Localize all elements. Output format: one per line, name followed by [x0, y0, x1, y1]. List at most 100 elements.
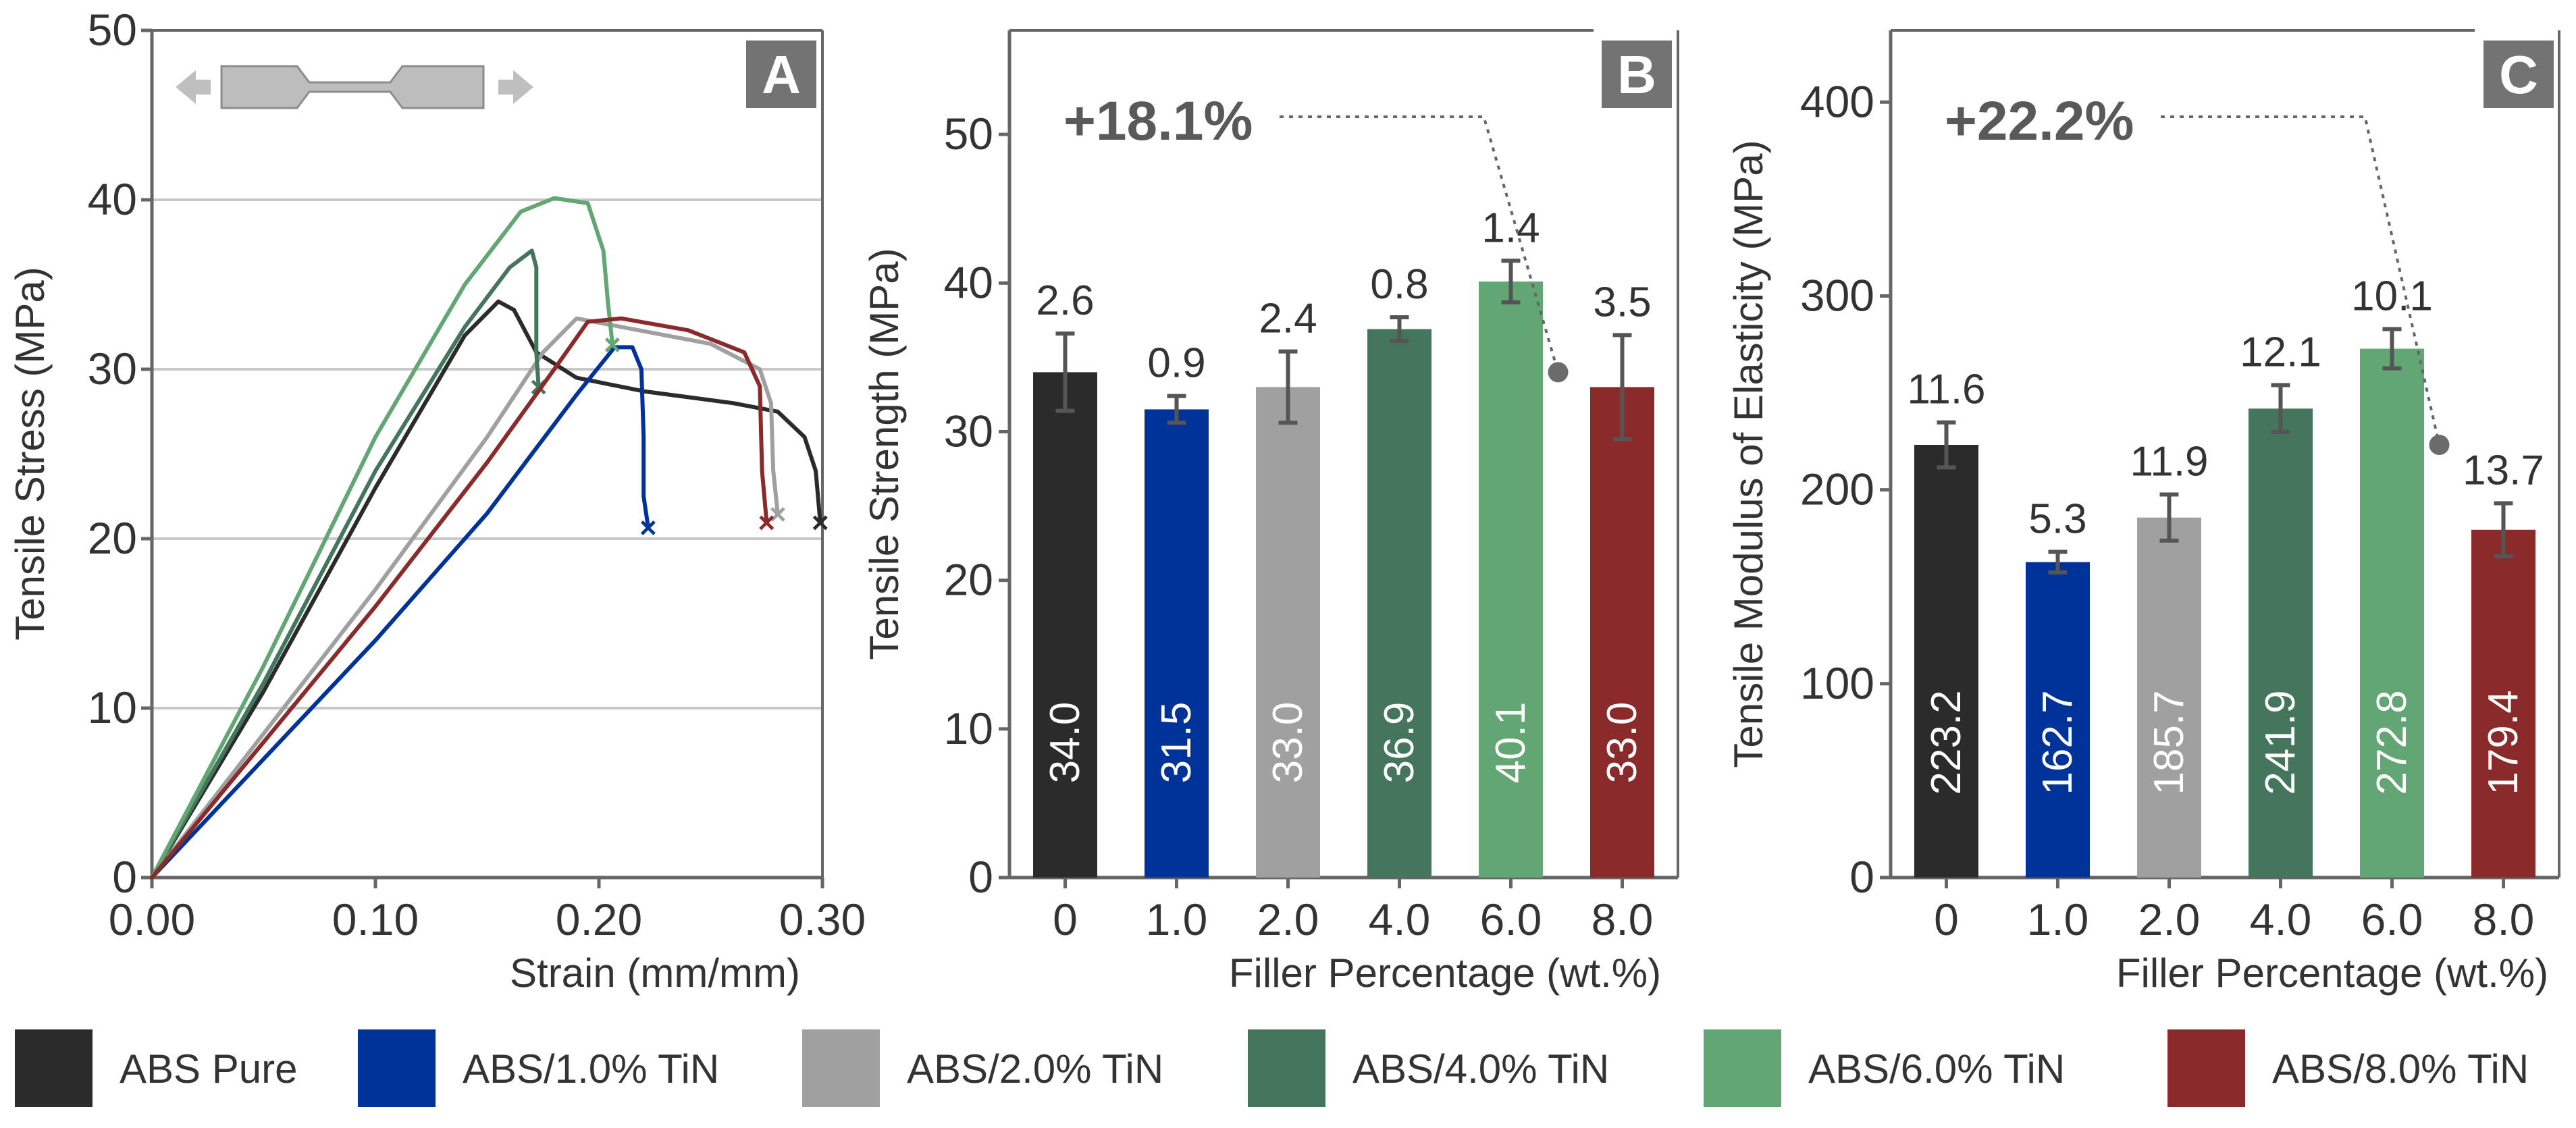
panel-letter: B: [1617, 45, 1656, 105]
legend-label: ABS/1.0% TiN: [463, 1046, 719, 1092]
panel-badge: [2483, 41, 2554, 108]
y-tick-label: 300: [1800, 270, 1874, 320]
legend-label: ABS/2.0% TiN: [907, 1046, 1163, 1092]
legend: ABS Pure ABS/1.0% TiN ABS/2.0% TiN ABS/4.0%…: [15, 1029, 2529, 1107]
x-tick-label: 2.0: [2138, 894, 2201, 944]
x-tick-label: 6.0: [2361, 894, 2423, 944]
error-value-label: 10.1: [2351, 273, 2433, 320]
bar: [2360, 348, 2424, 878]
y-tick-label: 40: [88, 174, 137, 224]
bar-value-label: 33.0: [1599, 702, 1646, 784]
bar: [2026, 562, 2090, 878]
series-line: [150, 345, 650, 880]
bar: [1590, 387, 1654, 878]
bar-value-label: 33.0: [1265, 702, 1311, 784]
x-tick-label: 1.0: [1146, 894, 1208, 944]
annotation-marker: [2429, 435, 2450, 456]
x-axis-title: Filler Percentage (wt.%): [2116, 950, 2548, 996]
error-value-label: 0.8: [1370, 261, 1428, 308]
bar: [1367, 329, 1431, 878]
fracture-marker: ×: [604, 328, 621, 361]
bar-value-label: 241.9: [2257, 690, 2304, 795]
bar-value-label: 34.0: [1042, 702, 1088, 784]
error-value-label: 11.6: [1907, 367, 1985, 413]
annotation-label: +22.2%: [1945, 90, 2134, 152]
annotation-leader-line: [2161, 115, 2441, 446]
legend-swatch: [358, 1029, 436, 1107]
x-tick-label: 6.0: [1480, 894, 1542, 944]
legend-label: ABS/6.0% TiN: [1808, 1046, 2065, 1092]
x-axis-title: Strain (mm/mm): [510, 950, 800, 996]
series-line: [150, 248, 541, 880]
bar: [1256, 387, 1320, 878]
x-tick-label: 0.30: [779, 894, 866, 944]
tensile-specimen-icon: [176, 65, 533, 109]
x-tick-label: 0.00: [109, 894, 195, 944]
x-tick-label: 0: [1053, 894, 1078, 944]
bar-value-label: 36.9: [1376, 702, 1423, 784]
panel-letter: A: [762, 45, 801, 105]
error-value-label: 5.3: [2028, 496, 2086, 543]
x-tick-label: 8.0: [1592, 894, 1654, 944]
x-axis-title: Filler Percentage (wt.%): [1229, 950, 1661, 996]
x-tick-label: 4.0: [1369, 894, 1431, 944]
bar: [2471, 529, 2535, 878]
series-line: [150, 299, 822, 880]
y-tick-label: 20: [88, 513, 137, 563]
y-tick-label: 50: [88, 5, 137, 55]
x-tick-label: 0.20: [556, 894, 642, 944]
error-value-label: 12.1: [2240, 329, 2321, 376]
y-tick-label: 100: [1800, 658, 1874, 708]
y-tick-label: 0: [968, 852, 993, 902]
bar: [1914, 445, 1978, 878]
annotation-marker: [1548, 362, 1569, 383]
legend-label: ABS Pure: [120, 1046, 297, 1092]
bar-value-label: 40.1: [1488, 702, 1534, 784]
series-line: [150, 316, 769, 880]
legend-swatch: [15, 1029, 93, 1107]
y-tick-label: 40: [944, 257, 993, 307]
panel-b-tensile-strength-chart: 0 10 20 30 40 50 0 34.0 2.6 1.0 31.5 0.9 2.0 33.0 2.4 4…: [862, 29, 1679, 996]
error-value-label: 3.5: [1593, 279, 1651, 325]
legend-swatch: [1704, 1029, 1781, 1107]
panel-badge: [1602, 41, 1672, 108]
y-axis-title: Tensile Modulus of Elasticity (MPa): [1726, 140, 1771, 768]
y-tick-label: 10: [88, 682, 137, 732]
y-tick-label: 20: [944, 555, 993, 605]
bar: [1479, 281, 1543, 878]
error-value-label: 2.4: [1259, 296, 1317, 342]
bar-value-label: 162.7: [2034, 690, 2081, 795]
fracture-marker: ×: [812, 506, 829, 539]
error-value-label: 2.6: [1036, 277, 1094, 324]
bar: [1145, 409, 1209, 878]
panel-c-modulus-chart: 0 100 200 300 400 0 223.2 11.6 1.0 162.7 5.3 2.0 185…: [1726, 29, 2560, 996]
x-tick-label: 4.0: [2250, 894, 2312, 944]
y-tick-label: 50: [944, 109, 993, 159]
fracture-marker: ×: [758, 506, 775, 539]
y-tick-label: 30: [88, 344, 137, 394]
legend-swatch: [1248, 1029, 1325, 1107]
fracture-marker: ×: [769, 498, 787, 531]
y-tick-label: 0: [1849, 852, 1874, 902]
x-tick-label: 8.0: [2473, 894, 2535, 944]
error-value-label: 13.7: [2463, 447, 2544, 493]
bar: [2137, 517, 2201, 878]
x-tick-label: 1.0: [2027, 894, 2089, 944]
error-value-label: 0.9: [1147, 340, 1205, 387]
series-line: [150, 196, 614, 880]
x-tick-label: 0.10: [332, 894, 419, 944]
y-axis-title: Tensile Strength (MPa): [862, 248, 907, 660]
bar: [2249, 408, 2313, 878]
bar-value-label: 272.8: [2369, 690, 2415, 795]
x-tick-label: 2.0: [1257, 894, 1319, 944]
bar-value-label: 223.2: [1923, 690, 1970, 795]
bar-value-label: 185.7: [2146, 690, 2192, 795]
legend-label: ABS/8.0% TiN: [2272, 1046, 2529, 1092]
x-tick-label: 0: [1934, 894, 1959, 944]
legend-swatch: [802, 1029, 880, 1107]
bar: [1033, 372, 1097, 878]
fracture-marker: ×: [639, 511, 657, 544]
y-tick-label: 400: [1800, 76, 1874, 126]
